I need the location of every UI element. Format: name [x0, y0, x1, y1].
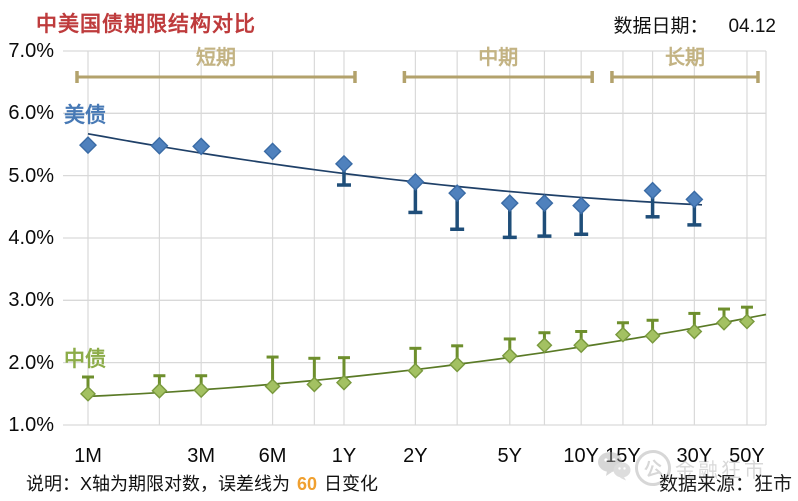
error-bar	[409, 346, 422, 365]
data-point-diamond	[535, 194, 554, 213]
term-bracket	[402, 71, 594, 83]
footnote-prefix: 说明：X轴为期限对数，误差线为	[26, 474, 291, 494]
data-date-label: 数据日期：	[613, 16, 709, 37]
watermark-text: 金融狂市	[675, 459, 767, 482]
trend-line-us	[87, 132, 703, 206]
error-bar	[645, 197, 660, 219]
data-point-diamond	[738, 313, 755, 330]
term-bracket	[610, 71, 760, 83]
data-point-diamond	[264, 378, 281, 395]
data-point-diamond	[448, 184, 467, 203]
data-source: 数据来源：狂市	[659, 469, 792, 496]
error-bar	[308, 356, 321, 379]
footnote-suffix: 日变化	[324, 474, 379, 494]
footnote-highlight: 60	[297, 474, 318, 494]
chart-title: 中美国债期限结构对比	[36, 13, 256, 36]
error-bar	[408, 188, 423, 215]
data-point-diamond	[644, 327, 661, 344]
data-point-diamond	[449, 356, 466, 373]
data-point-diamond	[614, 326, 631, 343]
data-point-diamond	[150, 136, 169, 155]
term-bracket	[75, 71, 357, 83]
trend-line-china	[87, 313, 767, 398]
data-point-diamond	[407, 362, 424, 379]
error-bar	[450, 200, 465, 232]
data-point-diamond	[716, 314, 732, 331]
data-point-diamond	[193, 382, 210, 399]
data-point-diamond	[151, 382, 168, 399]
data-date-value: 04.12	[728, 16, 776, 37]
error-bar	[687, 206, 702, 227]
data-point-diamond	[335, 374, 352, 391]
data-point-diamond	[334, 154, 353, 173]
series-label-us-bond: 美债	[64, 104, 106, 127]
error-bar	[266, 355, 279, 381]
error-bar	[337, 356, 350, 377]
data-point-diamond	[500, 194, 519, 213]
error-bar	[502, 210, 517, 240]
data-point-diamond	[192, 137, 211, 156]
footnote: 说明：X轴为期限对数，误差线为 60 日变化	[26, 470, 378, 496]
data-source-value: 狂市	[753, 474, 792, 495]
data-point-diamond	[79, 136, 97, 155]
data-source-label: 数据来源：	[658, 474, 754, 495]
error-bar	[451, 344, 464, 359]
error-bar	[574, 212, 589, 237]
error-bar	[537, 210, 552, 238]
data-point-diamond	[263, 142, 282, 161]
data-point-diamond	[685, 190, 704, 209]
data-point-diamond	[80, 385, 96, 402]
data-point-diamond	[643, 181, 662, 200]
data-point-diamond	[572, 196, 591, 215]
data-point-diamond	[686, 323, 703, 340]
series-label-china-bond: 中债	[64, 348, 106, 371]
error-bar	[688, 311, 701, 326]
data-point-diamond	[536, 337, 553, 354]
data-date: 数据日期： 04.12	[613, 11, 776, 38]
data-point-diamond	[573, 337, 590, 354]
data-point-diamond	[501, 347, 518, 364]
wechat-icon	[597, 451, 631, 486]
data-point-diamond	[406, 172, 425, 191]
error-bar	[336, 170, 351, 187]
watermark: 公 金融狂市	[597, 446, 767, 490]
data-point-diamond	[306, 376, 323, 393]
